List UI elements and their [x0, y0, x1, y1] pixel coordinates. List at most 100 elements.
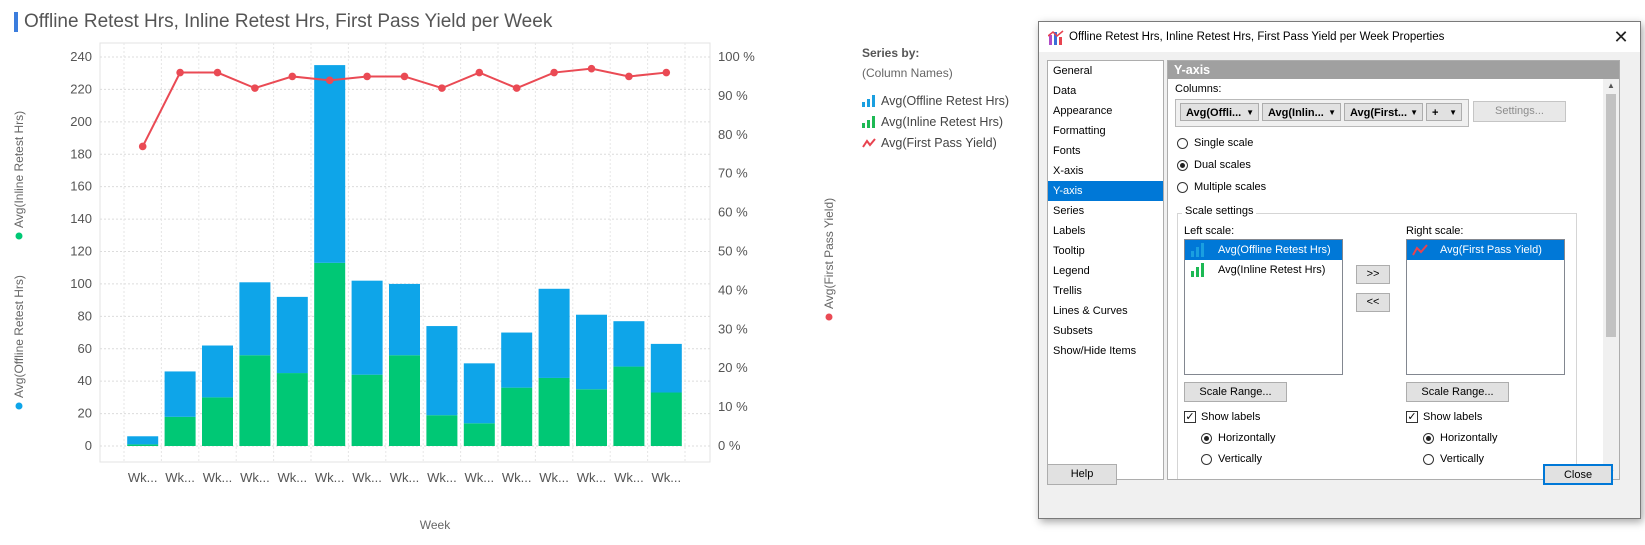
- legend-item-label: Avg(First Pass Yield): [881, 136, 997, 150]
- offline-series-dot: [15, 402, 23, 410]
- chart-plot[interactable]: 0 20 40 60 80 100 120 140 160 180 200 220 240 0 % 10 …: [0, 0, 1040, 545]
- nav-item-lines-curves[interactable]: Lines & Curves: [1053, 305, 1128, 317]
- settings-button[interactable]: Settings...: [1473, 101, 1566, 122]
- nav-item-general[interactable]: General: [1053, 65, 1093, 77]
- left-y-tick: 100: [70, 276, 92, 291]
- left-scale-range-button[interactable]: Scale Range...: [1184, 382, 1287, 402]
- multiple-scales-radio[interactable]: [1177, 182, 1188, 193]
- nav-item-data[interactable]: Data: [1053, 85, 1077, 97]
- left-axis-label-offline-text: Avg(Offline Retest Hrs): [12, 275, 26, 398]
- columns-selector-box: Avg(Offli... ▼ Avg(Inlin... ▼ Avg(First...…: [1175, 99, 1469, 127]
- dialog-close-icon[interactable]: ✕: [1613, 27, 1629, 47]
- legend-item-yield[interactable]: Avg(First Pass Yield): [862, 136, 1009, 150]
- move-to-right-scale-button[interactable]: >>: [1356, 265, 1390, 284]
- first-pass-yield-point: [438, 84, 446, 92]
- nav-item-formatting[interactable]: Formatting: [1053, 125, 1106, 137]
- right-scale-list[interactable]: Avg(First Pass Yield): [1406, 239, 1565, 375]
- chevron-down-icon: ▼: [1246, 108, 1254, 117]
- nav-item-labels[interactable]: Labels: [1053, 225, 1086, 237]
- x-tick-label: Wk...: [277, 470, 307, 485]
- inline-retest-bar: [501, 387, 533, 446]
- bar-series: [127, 65, 682, 446]
- right-y-tick: 50 %: [718, 244, 748, 259]
- offline-retest-bar: [351, 280, 383, 375]
- offline-retest-bar: [389, 283, 420, 356]
- nav-item-subsets[interactable]: Subsets: [1053, 325, 1093, 337]
- right-horizontally-radio[interactable]: [1423, 433, 1434, 444]
- column-dropdown-inline[interactable]: Avg(Inlin... ▼: [1262, 103, 1341, 121]
- inline-retest-bar: [202, 397, 233, 446]
- chevron-down-icon: ▼: [1410, 108, 1418, 117]
- left-horizontally-radio[interactable]: [1201, 433, 1212, 444]
- move-to-left-scale-button[interactable]: <<: [1356, 293, 1390, 312]
- left-axis-label-offline[interactable]: Avg(Offline Retest Hrs): [12, 275, 26, 410]
- right-scale-range-button[interactable]: Scale Range...: [1406, 382, 1509, 402]
- right-y-tick: 60 %: [718, 205, 748, 220]
- single-scale-radio[interactable]: [1177, 138, 1188, 149]
- properties-nav-list[interactable]: General Data Appearance Formatting Fonts X-ax…: [1047, 60, 1164, 480]
- inline-retest-bar: [239, 355, 271, 446]
- right-vertically-radio[interactable]: [1423, 454, 1434, 465]
- nav-item-appearance[interactable]: Appearance: [1053, 105, 1113, 117]
- nav-item-show-hide-items[interactable]: Show/Hide Items: [1053, 345, 1137, 357]
- x-tick-label: Wk...: [614, 470, 644, 485]
- x-tick-label: Wk...: [390, 470, 420, 485]
- right-axis-label[interactable]: Avg(First Pass Yield): [822, 198, 836, 321]
- left-scale-list[interactable]: Avg(Offline Retest Hrs) Avg(Inline Retes…: [1184, 239, 1343, 375]
- help-button[interactable]: Help: [1047, 464, 1117, 485]
- first-pass-yield-point: [176, 68, 184, 77]
- scale-item-label: Avg(First Pass Yield): [1440, 244, 1542, 256]
- offline-retest-bar: [501, 332, 533, 388]
- nav-item-fonts[interactable]: Fonts: [1053, 145, 1081, 157]
- right-scale-item-yield[interactable]: Avg(First Pass Yield): [1407, 240, 1564, 260]
- legend-subtitle: (Column Names): [862, 66, 953, 80]
- nav-item-y-axis[interactable]: Y-axis: [1048, 181, 1163, 201]
- dialog-title: Offline Retest Hrs, Inline Retest Hrs, F…: [1069, 31, 1445, 43]
- column-dropdown-label: Avg(Inlin...: [1268, 107, 1324, 119]
- nav-item-x-axis[interactable]: X-axis: [1053, 165, 1084, 177]
- left-axis-label-inline[interactable]: Avg(Inline Retest Hrs): [12, 111, 26, 240]
- x-tick-label: Wk...: [651, 470, 681, 485]
- nav-item-tooltip[interactable]: Tooltip: [1053, 245, 1085, 257]
- panel-scrollbar[interactable]: ▲ ▼: [1603, 79, 1619, 479]
- first-pass-yield-point: [251, 84, 259, 92]
- column-dropdown-yield[interactable]: Avg(First... ▼: [1344, 103, 1423, 121]
- left-scale-item-inline[interactable]: Avg(Inline Retest Hrs): [1185, 260, 1342, 280]
- chart-title: Offline Retest Hrs, Inline Retest Hrs, F…: [24, 11, 553, 32]
- legend-item-offline[interactable]: Avg(Offline Retest Hrs): [862, 94, 1009, 108]
- dual-scales-radio[interactable]: [1177, 160, 1188, 171]
- right-show-labels-label: Show labels: [1423, 411, 1483, 423]
- right-axis-label-text: Avg(First Pass Yield): [822, 198, 836, 309]
- nav-item-trellis[interactable]: Trellis: [1053, 285, 1082, 297]
- dialog-titlebar[interactable]: Offline Retest Hrs, Inline Retest Hrs, F…: [1039, 22, 1640, 52]
- right-y-tick: 70 %: [718, 166, 748, 181]
- nav-item-series[interactable]: Series: [1053, 205, 1085, 217]
- left-show-labels-checkbox[interactable]: ✓: [1184, 411, 1196, 423]
- left-vertically-radio[interactable]: [1201, 454, 1212, 465]
- right-y-tick: 40 %: [718, 282, 748, 297]
- grid-lines: [99, 42, 711, 463]
- scroll-up-icon[interactable]: ▲: [1607, 81, 1615, 90]
- left-scale-item-offline[interactable]: Avg(Offline Retest Hrs): [1185, 240, 1342, 260]
- inline-retest-bar: [576, 389, 607, 446]
- column-dropdown-offline[interactable]: Avg(Offli... ▼: [1180, 103, 1259, 121]
- x-tick-label: Wk...: [165, 470, 195, 485]
- inline-retest-bar: [127, 444, 159, 446]
- legend-item-inline[interactable]: Avg(Inline Retest Hrs): [862, 115, 1009, 129]
- dual-scales-label: Dual scales: [1194, 159, 1251, 171]
- scale-settings-label: Scale settings: [1182, 205, 1257, 217]
- first-pass-yield-point: [475, 68, 484, 77]
- offline-retest-bar: [127, 436, 159, 445]
- close-button[interactable]: Close: [1543, 464, 1613, 485]
- right-scale-label: Right scale:: [1406, 225, 1464, 237]
- offline-retest-bar: [650, 343, 682, 393]
- offline-retest-bar: [426, 326, 458, 416]
- add-column-dropdown[interactable]: + ▼: [1426, 103, 1462, 121]
- scrollbar-thumb[interactable]: [1606, 94, 1616, 337]
- x-tick-label: Wk...: [427, 470, 457, 485]
- nav-item-legend[interactable]: Legend: [1053, 265, 1090, 277]
- scale-item-label: Avg(Inline Retest Hrs): [1218, 264, 1326, 276]
- right-show-labels-checkbox[interactable]: ✓: [1406, 411, 1418, 423]
- plot-frame: [99, 42, 711, 463]
- first-pass-yield-point: [512, 84, 521, 92]
